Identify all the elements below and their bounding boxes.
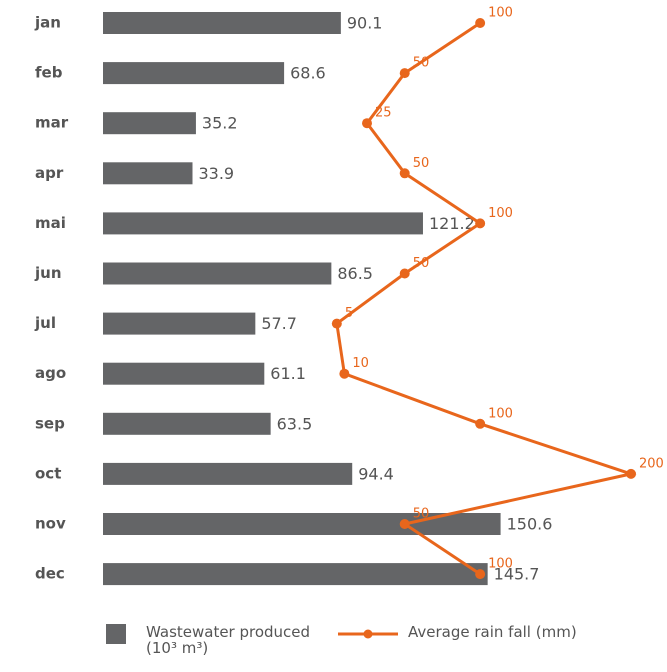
- data-label: 57.7: [261, 314, 297, 333]
- data-label: 10: [352, 356, 369, 371]
- bar: [103, 162, 193, 185]
- line: [335, 21, 637, 576]
- line-point: [475, 218, 486, 229]
- line-point: [399, 168, 410, 179]
- data-label: 94.4: [358, 464, 394, 483]
- data-label: 86.5: [337, 264, 373, 283]
- bar: [103, 563, 488, 586]
- line-point: [399, 519, 410, 529]
- legend-item: Average rain fall (mm): [336, 624, 608, 656]
- line-point: [339, 368, 350, 379]
- y-tick-label: nov: [35, 515, 66, 533]
- bar: [103, 362, 265, 385]
- y-tick-label: mai: [35, 214, 66, 232]
- line-point: [362, 118, 372, 129]
- data-label: 33.9: [198, 164, 234, 183]
- y-tick-label: feb: [35, 64, 63, 82]
- data-label: 25: [375, 106, 392, 121]
- y-tick-label: apr: [35, 164, 64, 182]
- data-label: 50: [413, 56, 430, 71]
- data-label: 61.1: [270, 364, 306, 383]
- line-point: [475, 418, 486, 429]
- legend-item: Wastewater produced (10³ m³): [106, 624, 336, 656]
- data-label: 35.2: [202, 114, 238, 133]
- legend-swatch: [338, 629, 398, 639]
- data-label: 100: [488, 206, 513, 221]
- bar: [103, 312, 256, 335]
- legend-swatch: [106, 624, 126, 644]
- line-point: [399, 268, 410, 279]
- y-tick-label: oct: [35, 464, 61, 482]
- y-tick-label: jun: [34, 264, 62, 282]
- bar: [103, 412, 271, 435]
- line-point: [475, 569, 486, 580]
- line-point: [331, 318, 342, 329]
- y-tick-label: jan: [34, 14, 61, 32]
- line-point: [399, 68, 410, 79]
- y-tick-label: mar: [35, 114, 69, 132]
- line-point: [475, 18, 486, 28]
- bar: [103, 112, 196, 135]
- bar: [103, 62, 285, 85]
- y-tick-label: ago: [35, 364, 66, 382]
- data-label: 50: [413, 156, 430, 171]
- bar: [103, 212, 423, 235]
- data-label: 68.6: [290, 64, 326, 83]
- bar: [103, 262, 332, 285]
- data-label: 90.1: [347, 14, 383, 33]
- data-label: 5: [345, 306, 353, 321]
- data-label: 100: [488, 406, 513, 421]
- y-tick-label: dec: [35, 565, 65, 583]
- data-label: 50: [413, 256, 430, 271]
- data-label: 100: [488, 557, 513, 572]
- data-label: 121.2: [429, 214, 475, 233]
- bar: [103, 12, 341, 34]
- data-label: 50: [413, 507, 430, 522]
- bar: [103, 462, 353, 485]
- legend-label: Average rain fall (mm): [408, 623, 577, 641]
- y-tick-label: jul: [34, 314, 56, 332]
- bar: [103, 513, 501, 535]
- plot: jan 90.1 feb 68.6 mar 35.2 apr 33.9 mai 121.2 jun 8…: [34, 6, 664, 586]
- legend-label: Wastewater produced (10³ m³): [146, 623, 311, 657]
- data-label: 150.6: [507, 515, 553, 534]
- line-point: [626, 468, 636, 479]
- data-label: 63.5: [277, 414, 313, 433]
- y-tick-label: sep: [35, 414, 65, 432]
- legend: Wastewater produced (10³ m³) Average rai…: [106, 624, 608, 656]
- data-label: 100: [488, 6, 513, 21]
- data-label: 145.7: [494, 565, 540, 584]
- data-label: 200: [639, 456, 664, 471]
